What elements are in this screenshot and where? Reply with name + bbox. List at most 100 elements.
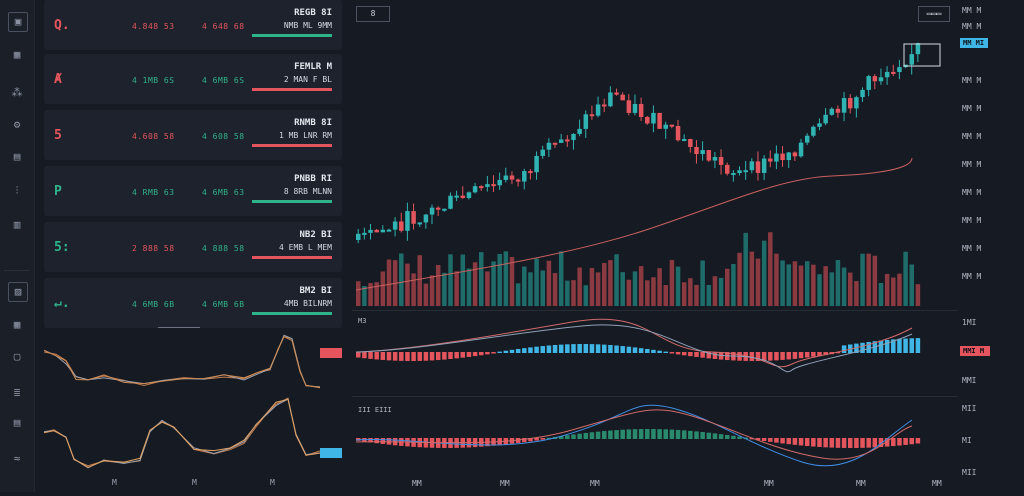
osc-bar (602, 431, 607, 439)
candle-body (768, 158, 773, 162)
chart-menu-button[interactable]: 8 (356, 6, 390, 22)
watchlist-row[interactable]: ↵. 4 6MB 6B 4 6MB 6B BM2 BI 4MB BILNRM (44, 278, 342, 328)
candle-body (878, 77, 884, 82)
osc-bar (903, 438, 908, 445)
info-icon[interactable]: ▣ (8, 12, 28, 32)
main-chart[interactable] (352, 0, 952, 492)
candle-body (755, 161, 761, 173)
osc-bar (632, 429, 638, 439)
candle-body (362, 232, 367, 235)
candle-body (368, 229, 373, 233)
volume-bar (841, 267, 847, 306)
grid-icon[interactable]: ▤ (13, 150, 21, 163)
chart-icon[interactable]: ≈ (13, 452, 21, 465)
candle-body (503, 175, 509, 180)
osc-bar (540, 438, 545, 440)
volume-bar (368, 282, 373, 306)
volume-bar (386, 259, 392, 306)
volume-bar (602, 262, 607, 306)
osc-scale-label: MI (962, 436, 972, 445)
table-icon[interactable]: ▤ (13, 416, 21, 429)
filter-icon[interactable]: ⁂ (11, 86, 23, 99)
row-value: 4 6MB 6B (132, 300, 175, 309)
macd-bar (552, 345, 558, 353)
volume-bar (638, 266, 644, 306)
volume-bar (509, 256, 515, 306)
chart-settings-button[interactable]: ▭▭▭ (918, 6, 950, 22)
candle-body (866, 76, 871, 90)
candle-body (522, 171, 527, 182)
osc-bar (829, 438, 835, 448)
candle-body (429, 207, 435, 215)
volume-bar (540, 270, 545, 306)
candle-body (688, 138, 693, 147)
candle-body (743, 170, 748, 173)
chart-canvas[interactable] (352, 0, 952, 492)
table-icon[interactable]: ▥ (13, 218, 21, 231)
candle-body (583, 114, 589, 129)
osc-bar (380, 438, 386, 444)
watchlist-row[interactable]: 5 4.608 58 4 608 58 RNMB 8I 1 MB LNR RM (44, 110, 342, 160)
box-icon[interactable]: ▢ (13, 350, 21, 363)
osc-bar (915, 438, 921, 444)
volume-bar (718, 277, 724, 306)
candle-body (558, 139, 564, 143)
image-icon[interactable]: ▨ (8, 282, 28, 302)
volume-bar (737, 252, 742, 306)
layout-icon[interactable]: ▦ (13, 48, 21, 61)
watchlist-row[interactable]: Q. 4.848 53 4 648 68 REGB 8I NMB ML 9MM (44, 0, 342, 50)
mini-line (44, 398, 321, 469)
osc-bar (749, 438, 755, 440)
volume-bar (589, 267, 595, 306)
osc-signal-line (355, 409, 913, 460)
candle-body (380, 229, 386, 233)
mini-chart-bottom[interactable] (44, 396, 342, 472)
osc-bar (694, 431, 699, 439)
volume-bar (891, 277, 896, 306)
macd-bar (558, 344, 564, 353)
osc-bar (860, 438, 865, 448)
row-subtitle: 8 8RB MLNN (283, 187, 332, 196)
candle-body (448, 195, 453, 209)
osc-bar (546, 437, 552, 439)
price-scale[interactable]: MM MI MM M MM M MM M MM M MM M MM M MM M… (958, 0, 1024, 492)
price-label: MM M (962, 22, 982, 31)
macd-bar (515, 348, 521, 353)
row-progress-bar (252, 200, 332, 203)
osc-bar (909, 438, 914, 445)
candle-body (386, 229, 392, 232)
row-progress-bar (252, 88, 332, 91)
osc-bar (835, 438, 841, 448)
macd-bar (485, 352, 490, 355)
candle-body (423, 214, 429, 223)
volume-bar (798, 265, 804, 306)
candle-body (915, 43, 921, 55)
macd-bar (460, 352, 466, 358)
candle-body (614, 92, 619, 95)
volume-bar (688, 278, 693, 306)
volume-bar (399, 253, 404, 306)
candle-body (651, 112, 656, 124)
macd-bar (632, 347, 638, 353)
panel-icon[interactable]: ▦ (13, 318, 21, 331)
volume-bar (503, 251, 509, 306)
osc-bar (374, 438, 379, 444)
candle-body (718, 156, 724, 165)
watchlist-row[interactable]: 5: 2 888 58 4 888 58 NB2 BI 4 EMB L MEM (44, 222, 342, 272)
macd-bar (768, 352, 773, 361)
list-icon[interactable]: ≣ (13, 386, 21, 399)
settings-icon[interactable]: ⚙ (13, 118, 21, 131)
sliders-icon[interactable]: ⫶ (15, 184, 19, 197)
volume-bar (485, 271, 490, 306)
osc-bar (897, 438, 902, 446)
volume-bar (442, 272, 447, 306)
watchlist-row[interactable]: Ⱥ 4 1MB 6S 4 6MB 6S FEMLR M 2 MAN F BL (44, 54, 342, 104)
candle-body (731, 173, 736, 176)
mini-chart-top[interactable] (44, 330, 342, 402)
candle-body (681, 138, 687, 141)
volume-bar (663, 285, 668, 306)
macd-bar (626, 346, 632, 353)
x-axis-label: MM (932, 479, 942, 488)
watchlist-row[interactable]: P 4 RMB 63 4 6MB 63 PNBB RI 8 8RB MLNN (44, 166, 342, 216)
divider (158, 327, 200, 328)
